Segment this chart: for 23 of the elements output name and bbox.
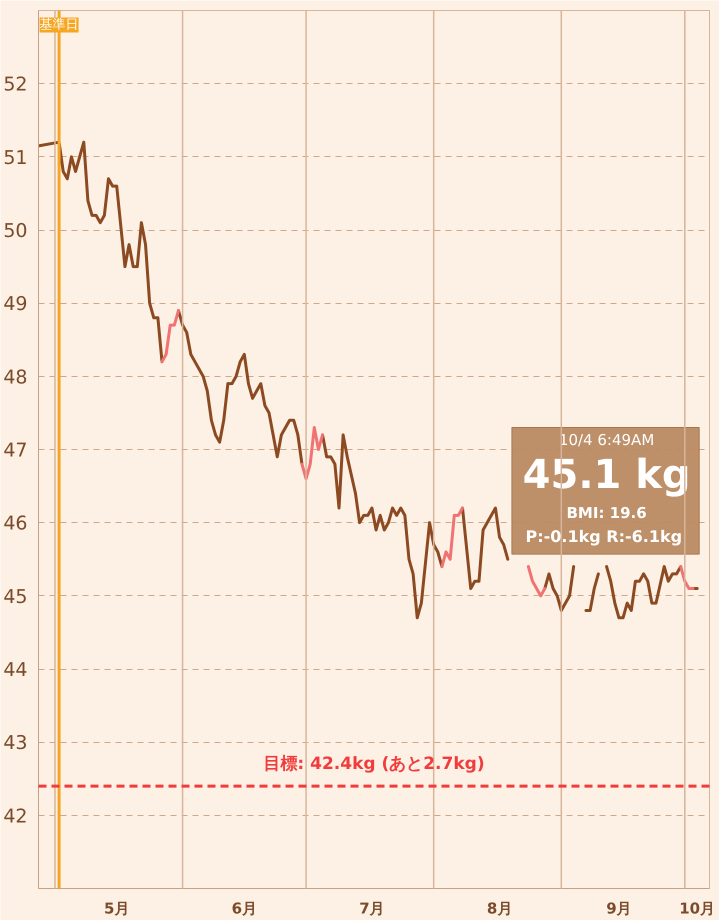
annotation: 45.1 kg bbox=[522, 452, 691, 498]
x-tick-label: 10月 bbox=[679, 900, 716, 918]
y-tick-label: 48 bbox=[3, 366, 28, 388]
x-tick-label: 6月 bbox=[232, 900, 258, 918]
x-tick-label: 7月 bbox=[359, 900, 385, 918]
x-tick-label: 9月 bbox=[606, 900, 632, 918]
y-tick-label: 49 bbox=[3, 293, 28, 316]
ref-line-label: 基準日 bbox=[40, 18, 79, 32]
x-tick-label: 5月 bbox=[104, 900, 130, 918]
y-tick-label: 44 bbox=[3, 659, 28, 681]
x-tick-label: 8月 bbox=[486, 900, 512, 918]
annotation: 10/4 6:49AM bbox=[558, 430, 654, 449]
y-tick-label: 47 bbox=[3, 440, 28, 462]
annotation: P:-0.1kg R:-6.1kg bbox=[526, 527, 682, 546]
ref-line-label: 目標: 42.4kg (あと2.7kg) bbox=[263, 754, 485, 774]
y-tick-label: 50 bbox=[3, 220, 28, 242]
y-tick-label: 42 bbox=[3, 805, 28, 828]
y-tick-label: 46 bbox=[3, 512, 28, 535]
y-tick-label: 51 bbox=[3, 146, 28, 169]
y-tick-label: 52 bbox=[3, 74, 28, 96]
y-tick-label: 43 bbox=[3, 732, 28, 754]
annotation: BMI: 19.6 bbox=[566, 504, 647, 522]
y-tick-label: 45 bbox=[3, 586, 28, 608]
